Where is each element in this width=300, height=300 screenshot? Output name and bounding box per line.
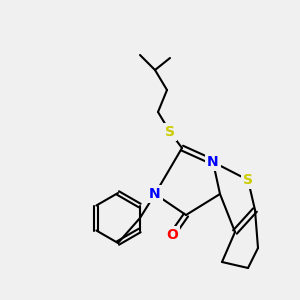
Text: N: N bbox=[149, 187, 161, 201]
Text: S: S bbox=[165, 125, 175, 139]
Text: S: S bbox=[243, 173, 253, 187]
Text: O: O bbox=[166, 228, 178, 242]
Text: N: N bbox=[207, 155, 219, 169]
